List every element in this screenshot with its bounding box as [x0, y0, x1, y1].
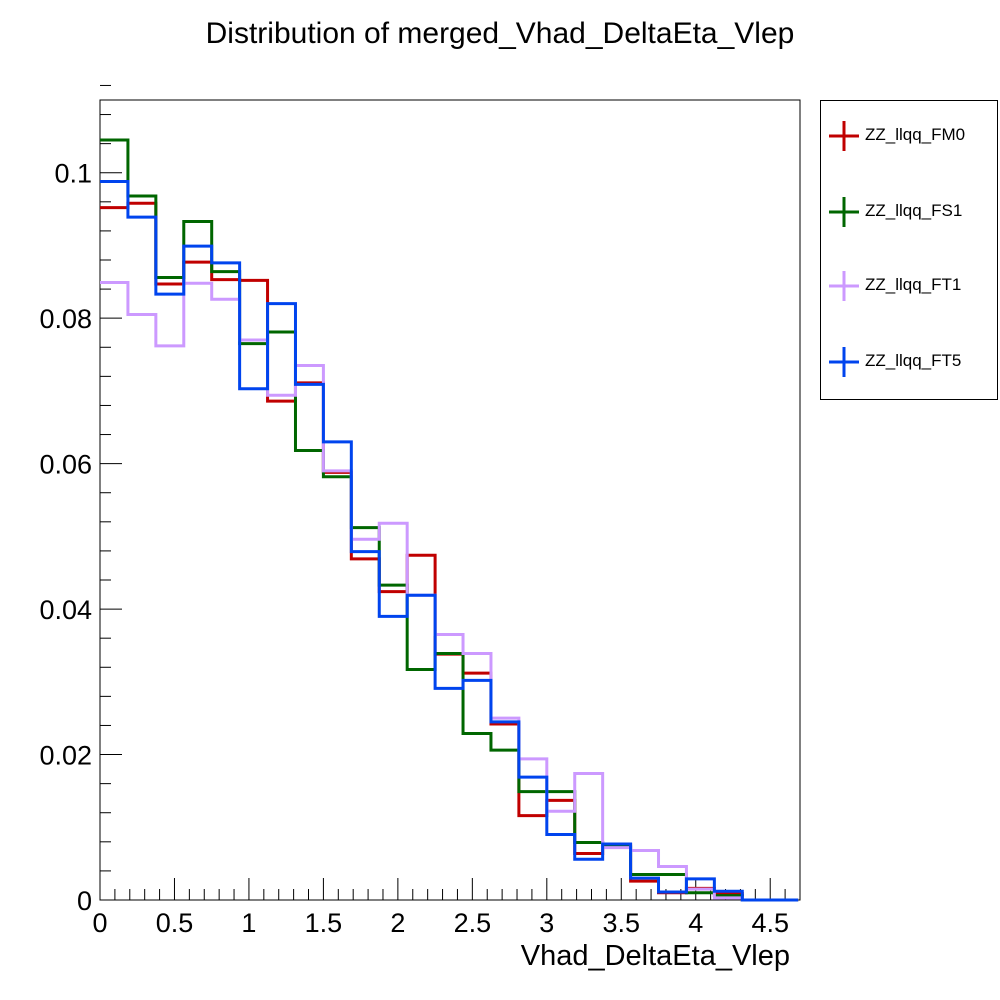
x-tick-label: 0: [92, 908, 107, 938]
series-ZZ_llqq_FT1: [100, 281, 799, 902]
legend: ZZ_llqq_FM0 ZZ_llqq_FS1 ZZ_llqq_FT1 ZZ_l…: [820, 100, 998, 400]
y-tick-label: 0.02: [39, 741, 92, 771]
legend-item-fm0: ZZ_llqq_FM0: [821, 121, 999, 161]
y-tick-label: 0: [77, 886, 92, 916]
y-tick-label: 0.1: [54, 159, 92, 189]
step-line-ZZ_llqq_FM0: [100, 201, 799, 902]
series-ZZ_llqq_FM0: [100, 201, 799, 902]
legend-label-ft5: ZZ_llqq_FT5: [865, 351, 962, 370]
y-tick-label: 0.04: [39, 595, 92, 625]
x-tick-label: 2.5: [454, 908, 492, 938]
legend-swatch-fs1: [829, 197, 859, 227]
y-tick-label: 0.06: [39, 450, 92, 480]
x-tick-label: 3.5: [603, 908, 641, 938]
step-line-ZZ_llqq_FS1: [100, 138, 799, 902]
plot-frame: [99, 99, 801, 901]
x-tick-label: 4.5: [751, 908, 789, 938]
series-ZZ_llqq_FS1: [100, 138, 799, 902]
x-tick-label: 1.5: [305, 908, 343, 938]
legend-label-fm0: ZZ_llqq_FM0: [865, 125, 966, 144]
legend-label-ft1: ZZ_llqq_FT1: [865, 275, 962, 294]
legend-swatch-fm0: [829, 121, 859, 151]
x-tick-label: 0.5: [156, 908, 194, 938]
x-axis-label: Vhad_DeltaEta_Vlep: [521, 940, 790, 972]
legend-item-fs1: ZZ_llqq_FS1: [821, 197, 999, 237]
x-tick-label: 4: [688, 908, 703, 938]
x-tick-label: 3: [539, 908, 554, 938]
series-ZZ_llqq_FT5: [100, 179, 799, 902]
y-tick-label: 0.08: [39, 304, 92, 334]
step-line-ZZ_llqq_FT5: [100, 179, 799, 902]
chart-title: Distribution of merged_Vhad_DeltaEta_Vle…: [206, 17, 795, 50]
legend-item-ft5: ZZ_llqq_FT5: [821, 347, 999, 387]
x-axis: 0 0.5 1 1.5 2 2.5 3 3.5 4 4.5: [92, 878, 801, 938]
x-tick-label: 1: [241, 908, 256, 938]
legend-label-fs1: ZZ_llqq_FS1: [865, 201, 963, 220]
x-tick-label: 2: [390, 908, 405, 938]
series-layer: [100, 138, 799, 902]
legend-swatch-ft5: [829, 347, 859, 377]
y-axis: 0 0.02 0.04 0.06 0.08 0.1: [39, 84, 122, 916]
legend-item-ft1: ZZ_llqq_FT1: [821, 271, 999, 311]
legend-swatch-ft1: [829, 271, 859, 301]
step-line-ZZ_llqq_FT1: [100, 281, 799, 902]
